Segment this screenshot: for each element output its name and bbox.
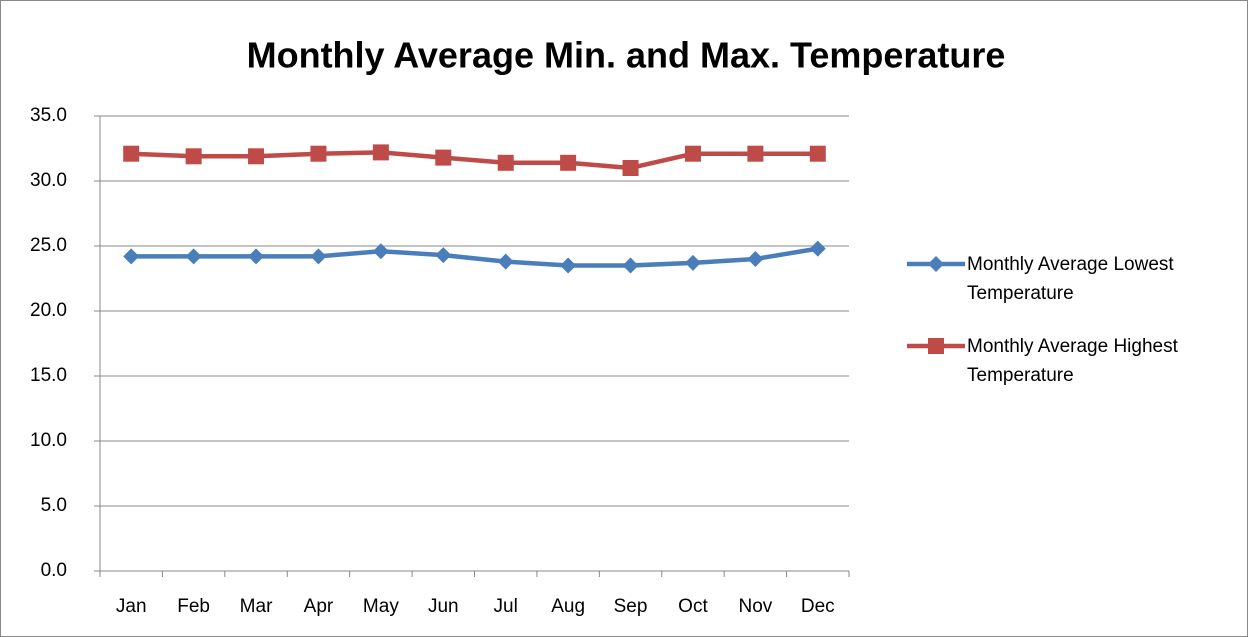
x-tick-label: Jun — [428, 596, 459, 617]
x-tick-label: Jul — [494, 596, 518, 617]
marker — [747, 251, 764, 267]
x-tick-label: Sep — [614, 596, 648, 617]
marker — [809, 145, 826, 162]
series-line — [131, 150, 818, 171]
marker — [185, 248, 202, 265]
y-tick-label: 35.0 — [30, 105, 67, 126]
x-tick-label: Apr — [304, 596, 334, 617]
marker — [310, 248, 327, 265]
marker — [248, 148, 265, 165]
legend-key — [907, 256, 965, 272]
x-tick-label: Mar — [240, 596, 273, 617]
x-tick-label: Dec — [801, 596, 835, 617]
marker — [435, 149, 452, 166]
y-tick-label: 25.0 — [30, 235, 67, 256]
x-tick-label: Oct — [678, 596, 708, 617]
y-tick-label: 10.0 — [30, 430, 67, 451]
x-tick-label: Feb — [177, 596, 210, 617]
marker — [185, 148, 202, 165]
marker — [123, 248, 140, 265]
marker — [928, 256, 944, 272]
y-tick-label: 5.0 — [41, 495, 67, 516]
marker — [747, 145, 764, 162]
x-tick-label: Nov — [738, 596, 772, 617]
marker — [372, 243, 389, 260]
marker — [435, 247, 452, 264]
legend: Monthly Average Lowest Temperature Monthl… — [905, 250, 1205, 414]
x-tick-label: Aug — [551, 596, 585, 617]
legend-key — [907, 338, 965, 354]
chart-title: Monthly Average Min. and Max. Temperatur… — [247, 35, 1006, 76]
marker — [928, 338, 944, 354]
legend-label: Monthly Average Highest Temperature — [967, 336, 1178, 386]
marker — [622, 160, 639, 176]
y-tick-label: 0.0 — [41, 560, 67, 581]
marker — [497, 154, 514, 171]
marker — [310, 145, 327, 162]
marker — [372, 144, 389, 161]
x-tick-label: May — [363, 596, 399, 617]
marker — [123, 145, 140, 162]
y-tick-label: 15.0 — [30, 365, 67, 386]
legend-item: Monthly Average Lowest Temperature — [905, 250, 1187, 308]
marker — [497, 253, 514, 270]
marker — [684, 254, 701, 271]
series-line — [131, 246, 819, 268]
y-tick-label: 30.0 — [30, 170, 67, 191]
marker — [248, 248, 265, 265]
marker — [684, 145, 701, 162]
legend-item: Monthly Average Highest Temperature — [905, 332, 1187, 390]
marker — [622, 257, 639, 274]
y-tick-label: 20.0 — [30, 300, 67, 321]
x-tick-label: Jan — [116, 596, 147, 617]
legend-label: Monthly Average Lowest Temperature — [967, 254, 1174, 304]
marker — [560, 154, 577, 171]
marker — [560, 257, 577, 274]
marker — [809, 240, 826, 257]
